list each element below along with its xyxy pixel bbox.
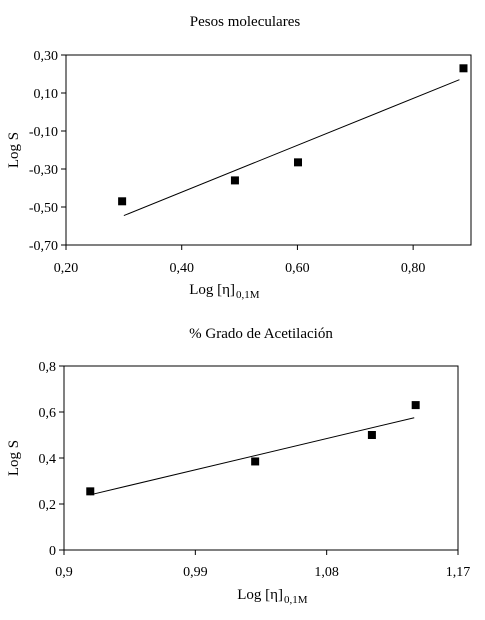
plot-frame xyxy=(65,54,472,246)
y-axis-label: Log S xyxy=(6,132,22,168)
x-tick-label: 0,99 xyxy=(183,565,208,580)
data-point xyxy=(459,64,468,73)
data-point xyxy=(118,197,127,206)
chart-title: % Grado de Acetilación xyxy=(189,326,333,342)
data-marks xyxy=(86,401,420,496)
x-axis: 0,9 0,99 1,08 1,17 xyxy=(55,550,470,580)
y-tick-label: -0,30 xyxy=(29,163,58,178)
x-axis-label-subscript: 0,1M xyxy=(236,289,260,301)
data-point xyxy=(86,487,95,496)
chart-title: Pesos moleculares xyxy=(190,14,301,30)
y-tick-label: 0,8 xyxy=(39,360,57,375)
x-axis-label: Log [η] xyxy=(189,282,235,298)
trendline xyxy=(123,79,460,217)
chart-pesos-moleculares: Pesos moleculares 0,30 0,10 -0,10 -0,30 -0,5… xyxy=(6,14,472,301)
y-tick-label: 0,30 xyxy=(34,49,59,64)
x-tick-label: 1,08 xyxy=(314,565,339,580)
y-axis: 0,30 0,10 -0,10 -0,30 -0,50 -0,70 xyxy=(29,49,66,254)
y-tick-label: 0 xyxy=(49,544,56,559)
y-tick-label: 0,10 xyxy=(34,87,59,102)
y-tick-label: -0,10 xyxy=(29,125,58,140)
x-axis-label-subscript: 0,1M xyxy=(284,594,308,606)
y-tick-label: 0,6 xyxy=(39,406,57,421)
y-axis: 0,8 0,6 0,4 0,2 0 xyxy=(39,360,64,559)
data-point xyxy=(294,158,303,167)
x-tick-label: 0,60 xyxy=(285,261,310,276)
y-tick-label: -0,70 xyxy=(29,239,58,254)
data-point xyxy=(251,457,260,466)
x-tick-label: 1,17 xyxy=(446,565,471,580)
y-axis-label: Log S xyxy=(6,440,22,476)
x-tick-label: 0,20 xyxy=(54,261,79,276)
plot-frame xyxy=(63,365,459,551)
x-tick-label: 0,9 xyxy=(55,565,73,580)
x-axis-label: Log [η] xyxy=(237,587,283,603)
trendline xyxy=(90,417,415,496)
y-tick-label: -0,50 xyxy=(29,201,58,216)
data-point xyxy=(230,176,239,185)
y-tick-label: 0,2 xyxy=(39,498,57,513)
chart-grado-acetilacion: % Grado de Acetilación 0,8 0,6 0,4 0,2 0 0,9… xyxy=(6,326,470,606)
data-marks xyxy=(118,64,468,217)
x-axis: 0,20 0,40 0,60 0,80 xyxy=(54,245,426,276)
x-tick-label: 0,80 xyxy=(401,261,426,276)
data-point xyxy=(411,401,420,410)
data-point xyxy=(367,431,376,439)
y-tick-label: 0,4 xyxy=(39,452,57,467)
x-tick-label: 0,40 xyxy=(169,261,194,276)
